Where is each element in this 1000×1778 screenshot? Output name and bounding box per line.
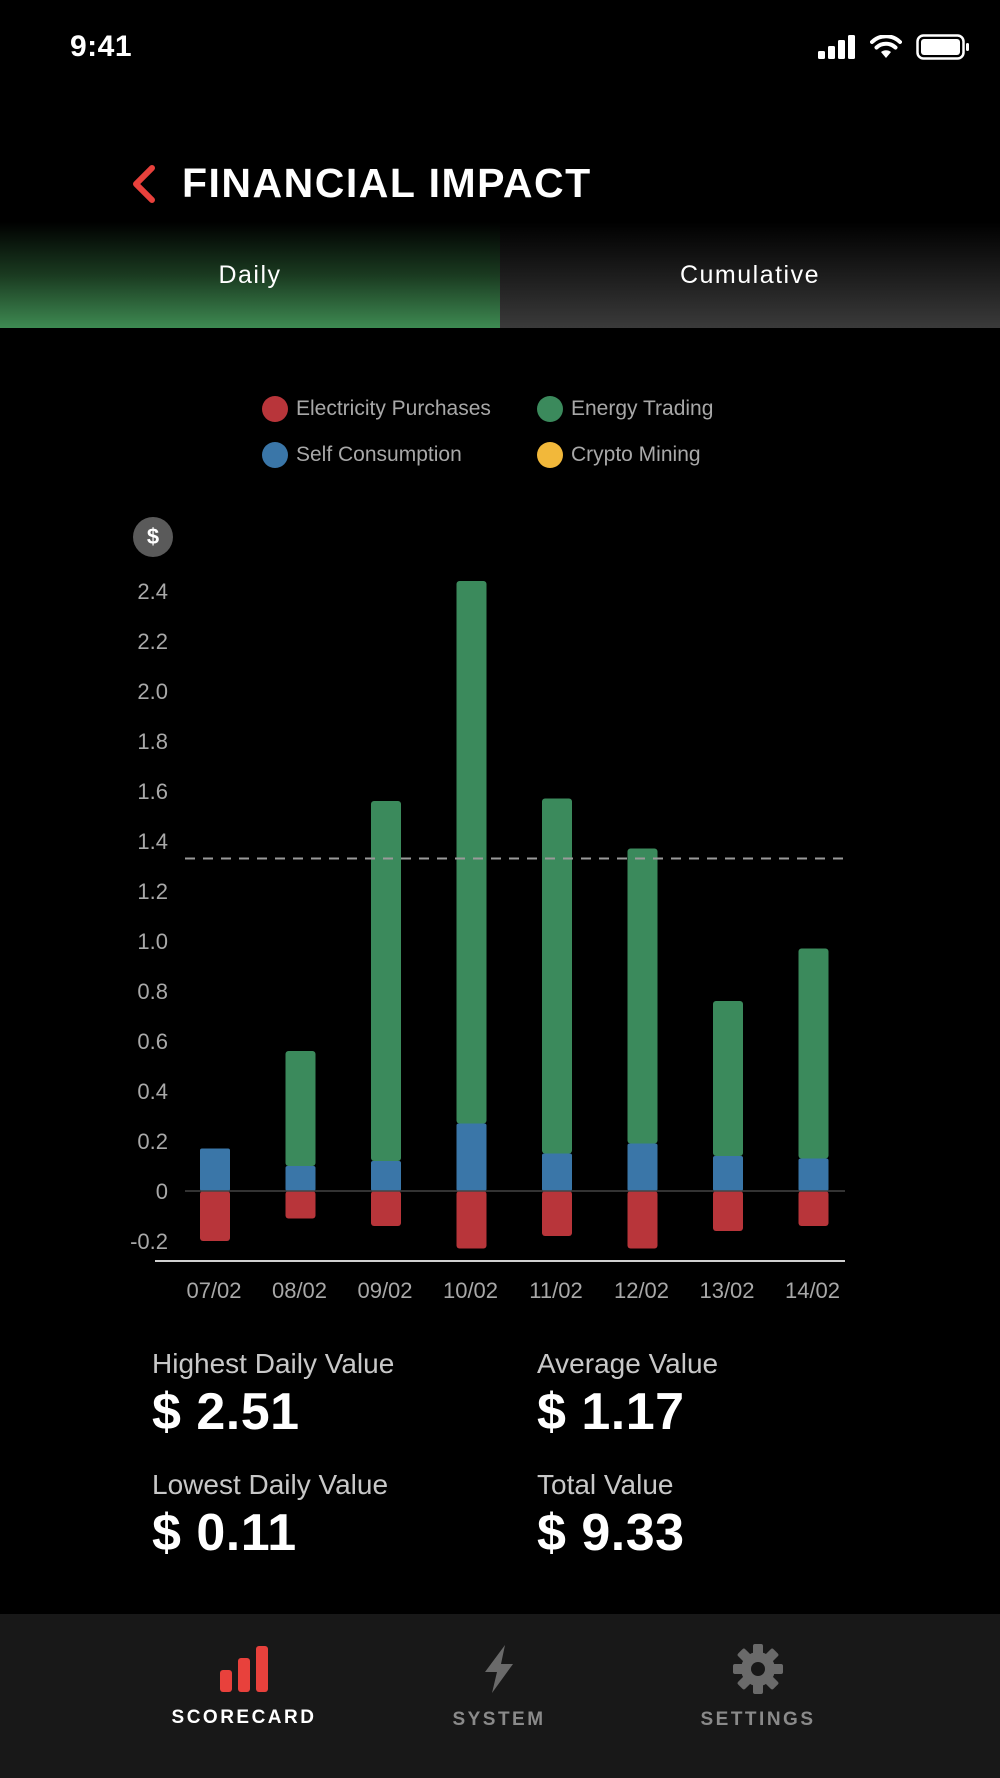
tab-bar: Daily Cumulative xyxy=(0,222,1000,328)
dollar-icon: $ xyxy=(133,517,173,557)
back-button[interactable] xyxy=(128,162,168,210)
y-tick-label: 2.0 xyxy=(137,679,168,704)
x-tick-label: 08/02 xyxy=(272,1278,327,1303)
header: FINANCIAL IMPACT xyxy=(0,140,1000,230)
tab-cumulative[interactable]: Cumulative xyxy=(500,222,1000,328)
y-tick-label: 2.4 xyxy=(137,579,168,604)
stat-lowest: Lowest Daily Value $ 0.11 xyxy=(152,1469,512,1563)
stat-total: Total Value $ 9.33 xyxy=(537,1469,897,1563)
bar-chart-icon xyxy=(220,1646,268,1692)
wifi-icon xyxy=(870,35,902,58)
bar-energy-trading xyxy=(627,848,658,1144)
legend-dot xyxy=(537,442,563,468)
legend-label: Self Consumption xyxy=(296,443,462,466)
stat-label: Lowest Daily Value xyxy=(152,1469,389,1500)
bar-energy-trading xyxy=(371,801,401,1161)
nav-settings[interactable]: SETTINGS xyxy=(648,1644,868,1731)
y-tick-label: 0.2 xyxy=(137,1129,168,1154)
legend-dot xyxy=(262,396,288,422)
y-tick-label: -0.2 xyxy=(130,1229,168,1254)
stat-label: Average Value xyxy=(537,1348,719,1379)
legend-dot xyxy=(537,396,563,422)
stat-label: Highest Daily Value xyxy=(152,1348,395,1379)
stat-label: Total Value xyxy=(537,1469,674,1500)
nav-label: SYSTEM xyxy=(452,1709,546,1730)
bar-electricity-purchases xyxy=(371,1191,401,1226)
legend-label: Crypto Mining xyxy=(571,443,701,466)
battery-icon xyxy=(916,34,969,60)
status-time: 9:41 xyxy=(70,30,133,63)
page-title: FINANCIAL IMPACT xyxy=(182,160,592,206)
y-tick-label: 0 xyxy=(156,1179,168,1204)
chevron-left-icon xyxy=(133,165,155,203)
bar-energy-trading xyxy=(542,798,572,1154)
nav-system[interactable]: SYSTEM xyxy=(389,1644,609,1731)
bar-self-consumption xyxy=(713,1156,743,1191)
bar-self-consumption xyxy=(285,1166,316,1191)
bar-electricity-purchases xyxy=(542,1191,572,1236)
x-tick-label: 13/02 xyxy=(699,1278,754,1303)
signal-icon xyxy=(818,35,855,59)
x-tick-label: 10/02 xyxy=(443,1278,498,1303)
stacked-bar-chart: 2.4 2.2 2.0 1.8 1.6 1.4 1.2 1.0 0.8 0.6 0.4 0.2 0 -0.… xyxy=(130,579,845,1303)
y-tick-label: 1.2 xyxy=(137,879,168,904)
status-icons xyxy=(818,34,970,60)
x-tick-label: 12/02 xyxy=(614,1278,669,1303)
status-bar: 9:41 xyxy=(0,0,1000,100)
y-tick-label: 1.8 xyxy=(137,729,168,754)
legend-dot xyxy=(262,442,288,468)
x-tick-label: 07/02 xyxy=(186,1278,241,1303)
legend-item-self-consumption: Self Consumption xyxy=(262,442,462,468)
bar-electricity-purchases xyxy=(798,1191,829,1226)
x-tick-label: 11/02 xyxy=(529,1278,582,1303)
nav-label: SCORECARD xyxy=(171,1707,317,1728)
bar-electricity-purchases xyxy=(200,1191,230,1241)
legend-item-energy-trading: Energy Trading xyxy=(537,396,713,422)
bar-energy-trading xyxy=(798,948,829,1159)
bar-electricity-purchases xyxy=(456,1191,487,1249)
y-tick-label: 2.2 xyxy=(137,629,168,654)
bar-self-consumption xyxy=(798,1158,829,1191)
bottom-nav: SCORECARD SYSTEM SETTINGS xyxy=(0,1614,1000,1778)
stat-value: $ 2.51 xyxy=(152,1383,300,1441)
bar-electricity-purchases xyxy=(285,1191,316,1219)
stat-highest: Highest Daily Value $ 2.51 xyxy=(152,1348,512,1442)
y-tick-label: 1.6 xyxy=(137,779,168,804)
legend-item-electricity-purchases: Electricity Purchases xyxy=(262,396,491,422)
y-tick-label: 0.4 xyxy=(137,1079,168,1104)
tab-daily-label: Daily xyxy=(218,260,282,289)
legend-item-crypto-mining: Crypto Mining xyxy=(537,442,701,468)
nav-label: SETTINGS xyxy=(700,1709,816,1730)
bar-self-consumption xyxy=(542,1153,572,1191)
legend-label: Energy Trading xyxy=(571,397,714,420)
stat-value: $ 1.17 xyxy=(537,1383,685,1441)
y-tick-label: 1.0 xyxy=(137,929,168,954)
x-tick-label: 09/02 xyxy=(357,1278,412,1303)
stat-average: Average Value $ 1.17 xyxy=(537,1348,897,1442)
y-tick-label: 0.8 xyxy=(137,979,168,1004)
bar-self-consumption xyxy=(200,1148,230,1191)
stat-value: $ 0.11 xyxy=(152,1504,297,1562)
bar-self-consumption xyxy=(627,1143,658,1191)
stat-value: $ 9.33 xyxy=(537,1504,685,1562)
tab-cumulative-label: Cumulative xyxy=(679,260,821,289)
bar-electricity-purchases xyxy=(713,1191,743,1231)
tab-daily[interactable]: Daily xyxy=(0,222,500,328)
y-tick-label: 1.4 xyxy=(137,829,168,854)
lightning-icon xyxy=(485,1645,513,1693)
legend-label: Electricity Purchases xyxy=(296,397,491,420)
bar-self-consumption xyxy=(371,1161,401,1191)
bar-energy-trading xyxy=(713,1001,743,1156)
bar-energy-trading xyxy=(456,581,487,1124)
gear-icon xyxy=(733,1644,783,1694)
bar-electricity-purchases xyxy=(627,1191,658,1249)
bar-self-consumption xyxy=(456,1123,487,1191)
x-tick-label: 14/02 xyxy=(785,1278,840,1303)
bar-energy-trading xyxy=(285,1051,316,1166)
y-tick-label: 0.6 xyxy=(137,1029,168,1054)
nav-scorecard[interactable]: SCORECARD xyxy=(134,1644,354,1729)
